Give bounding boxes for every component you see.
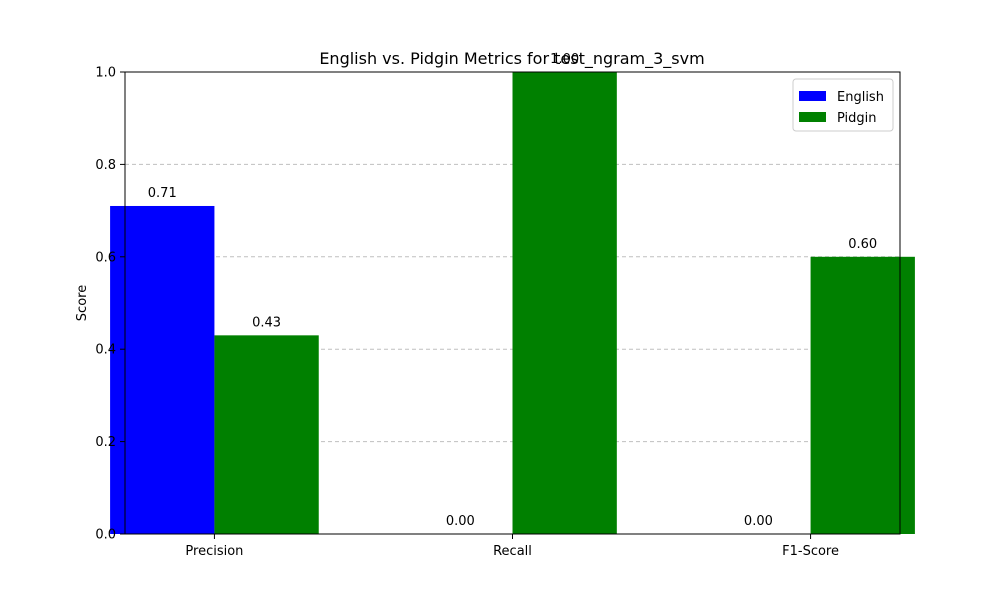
y-tick-label: 0.6 — [95, 250, 116, 265]
plot-frame — [124, 71, 901, 535]
data-label: 1.00 — [550, 52, 579, 67]
bar-pidgin-f1-score — [810, 256, 915, 534]
y-tick-label: 0.8 — [95, 158, 116, 173]
data-label: 0.71 — [148, 186, 177, 201]
legend-swatch-pidgin — [799, 112, 826, 122]
bar-pidgin-recall — [512, 72, 617, 534]
x-tick-label: Recall — [493, 544, 532, 559]
data-label: 0.00 — [446, 514, 475, 529]
x-tick-label: F1-Score — [782, 544, 839, 559]
data-labels-layer: 0.71 0.43 0.00 1.00 0.00 0.60 — [148, 52, 877, 529]
y-tick-label: 0.2 — [95, 435, 116, 450]
bar-english-precision — [110, 205, 215, 535]
axes-layer: 0.0 0.2 0.4 0.6 0.8 1.0 Precision Recall F1-Scor… — [95, 66, 901, 559]
legend-label-pidgin: Pidgin — [837, 111, 877, 126]
legend-label-english: English — [837, 90, 884, 105]
y-tick-label: 0.0 — [95, 528, 116, 543]
legend-swatch-english — [799, 91, 826, 101]
y-tick-label: 0.4 — [95, 343, 116, 358]
bars-layer — [110, 72, 915, 535]
y-tick-label: 1.0 — [95, 66, 116, 81]
data-label: 0.60 — [848, 237, 877, 252]
legend: English Pidgin — [792, 78, 894, 132]
x-tick-label: Precision — [185, 544, 243, 559]
data-label: 0.00 — [744, 514, 773, 529]
bar-pidgin-precision — [214, 335, 319, 534]
y-axis-label: Score — [75, 285, 90, 321]
chart-title: English vs. Pidgin Metrics for test_ngra… — [319, 49, 704, 69]
data-label: 0.43 — [252, 315, 281, 330]
